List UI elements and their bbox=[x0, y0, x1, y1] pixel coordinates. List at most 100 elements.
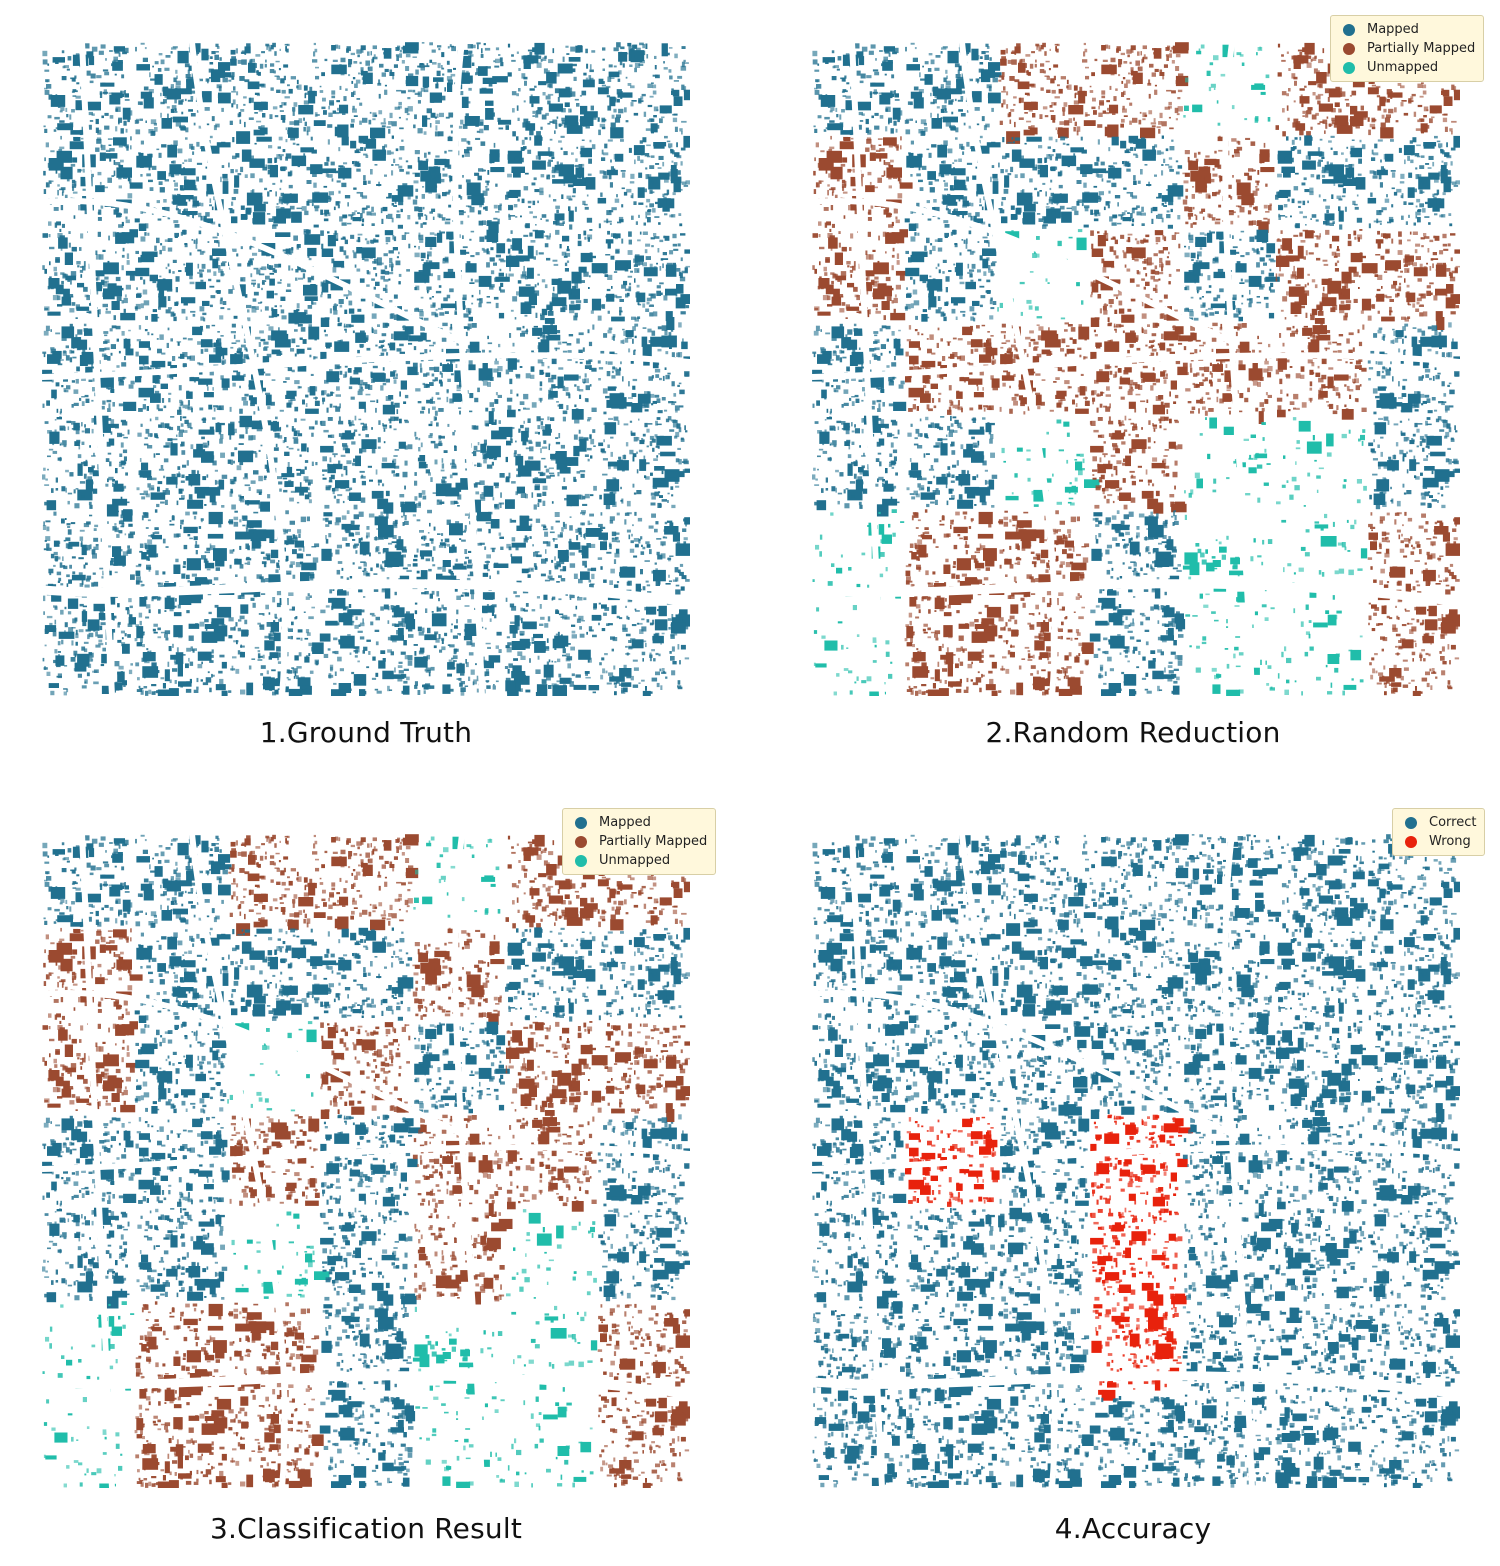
map-tile-mapped bbox=[42, 43, 133, 136]
map-tile-correct bbox=[1274, 1395, 1371, 1488]
map-tile-mapped bbox=[42, 509, 135, 609]
legend-classification-result: Mapped Partially Mapped Unmapped bbox=[562, 808, 717, 875]
map-tile-correct bbox=[812, 835, 903, 928]
map-tile-mapped bbox=[414, 1021, 510, 1115]
map-tile-unmapped bbox=[1277, 604, 1364, 696]
map-canvas bbox=[42, 42, 690, 696]
legend-item-mapped: Mapped bbox=[569, 813, 707, 832]
map-tile-partially-mapped bbox=[1089, 42, 1189, 139]
map-tile-mapped bbox=[598, 1208, 690, 1302]
mapped-marker-icon bbox=[575, 816, 587, 829]
map-tile-partially-mapped bbox=[1275, 322, 1367, 420]
map-canvas bbox=[812, 42, 1460, 696]
map-tile-mapped bbox=[1090, 135, 1184, 229]
map-tile-mapped bbox=[228, 42, 326, 144]
map-tile-mapped bbox=[42, 835, 133, 928]
map-tile-correct bbox=[1368, 1208, 1460, 1302]
map-tile-partially-mapped bbox=[505, 1114, 597, 1212]
mapped-marker-icon bbox=[1343, 23, 1355, 36]
map-tile-mapped bbox=[505, 927, 596, 1022]
map-tile-mapped bbox=[597, 927, 690, 1021]
map-tile-mapped bbox=[136, 415, 228, 509]
map-tile-correct bbox=[1275, 834, 1368, 929]
map-tile-correct bbox=[1089, 1396, 1186, 1488]
legend-item-correct: Correct bbox=[1399, 813, 1476, 832]
map-tile-partially-mapped bbox=[228, 1394, 324, 1488]
map-tile-mapped bbox=[1367, 135, 1460, 229]
map-tile-mapped bbox=[505, 135, 596, 230]
map-canvas bbox=[42, 834, 690, 1488]
map-tile-correct bbox=[1090, 927, 1184, 1021]
map-random-reduction bbox=[812, 42, 1460, 696]
map-tile-correct bbox=[1368, 1394, 1460, 1488]
map-tile-mapped bbox=[998, 136, 1099, 229]
map-tile-mapped bbox=[414, 229, 510, 323]
map-tile-mapped bbox=[1275, 135, 1366, 230]
road-network bbox=[42, 42, 690, 696]
map-tile-mapped bbox=[227, 415, 318, 512]
map-tile-mapped bbox=[812, 415, 900, 517]
map-tile-mapped bbox=[320, 322, 423, 415]
map-tile-correct bbox=[1275, 1021, 1378, 1116]
map-tile-mapped bbox=[321, 510, 412, 609]
map-tile-unmapped bbox=[1001, 418, 1100, 507]
map-tile-wrong bbox=[1089, 1207, 1187, 1306]
caption-ground-truth: 1.Ground Truth bbox=[16, 716, 716, 749]
map-tile-mapped bbox=[319, 415, 417, 514]
map-tile-mapped bbox=[42, 1207, 130, 1309]
map-tile-mapped bbox=[906, 415, 998, 509]
map-tile-unmapped bbox=[1185, 604, 1275, 696]
map-tile-mapped bbox=[597, 322, 690, 415]
legend-label: Mapped bbox=[1367, 22, 1419, 37]
map-tile-partially-mapped bbox=[1089, 415, 1187, 514]
map-tile-correct bbox=[904, 1396, 1002, 1488]
map-tile-mapped bbox=[812, 323, 907, 415]
map-tile-correct bbox=[1275, 927, 1366, 1022]
legend-accuracy: Correct Wrong bbox=[1392, 808, 1486, 856]
legend-label: Unmapped bbox=[599, 853, 670, 868]
map-tile-partially-mapped bbox=[998, 602, 1094, 696]
map-tile-unmapped bbox=[506, 1209, 597, 1299]
map-tile-unmapped bbox=[415, 1396, 505, 1488]
map-tile-correct bbox=[1275, 1302, 1372, 1394]
partially-mapped-marker-icon bbox=[1343, 42, 1355, 55]
map-tile-mapped bbox=[320, 1114, 423, 1207]
map-tile-mapped bbox=[319, 42, 419, 139]
map-tile-partially-mapped bbox=[414, 1208, 513, 1305]
map-tile-partially-mapped bbox=[412, 927, 505, 1025]
map-tile-mapped bbox=[319, 1396, 416, 1488]
map-tile-partially-mapped bbox=[998, 42, 1096, 144]
map-tile-unmapped bbox=[1281, 513, 1368, 600]
road-network bbox=[812, 834, 1460, 1488]
legend-label: Unmapped bbox=[1367, 60, 1438, 75]
map-tile-correct bbox=[1367, 1022, 1460, 1122]
map-tile-correct bbox=[904, 834, 1002, 928]
map-tile-mapped bbox=[42, 415, 130, 517]
map-tile-partially-mapped bbox=[1367, 230, 1460, 330]
map-tile-mapped bbox=[598, 602, 690, 696]
map-tile-partially-mapped bbox=[42, 1020, 138, 1113]
map-ground-truth bbox=[42, 42, 690, 696]
map-tile-mapped bbox=[505, 322, 597, 420]
map-tile-partially-mapped bbox=[319, 834, 419, 931]
legend-label: Correct bbox=[1429, 815, 1476, 830]
map-tile-mapped bbox=[228, 602, 324, 696]
map-tile-correct bbox=[1089, 834, 1189, 931]
map-tile-mapped bbox=[42, 228, 138, 321]
map-tile-mapped bbox=[134, 1021, 227, 1114]
map-tile-mapped bbox=[505, 42, 598, 137]
map-tile-partially-mapped bbox=[813, 135, 913, 228]
map-tile-correct bbox=[812, 1020, 908, 1113]
unmapped-marker-icon bbox=[1343, 61, 1355, 74]
map-tile-correct bbox=[1182, 834, 1282, 929]
legend-random-reduction: Mapped Partially Mapped Unmapped bbox=[1330, 15, 1485, 82]
map-tile-partially-mapped bbox=[412, 1114, 506, 1216]
map-tile-partially-mapped bbox=[135, 1301, 235, 1402]
map-tile-mapped bbox=[1368, 416, 1460, 510]
map-tile-correct bbox=[1275, 1208, 1367, 1302]
map-tile-mapped bbox=[228, 928, 329, 1021]
map-tile-unmapped bbox=[1276, 417, 1367, 507]
map-tile-unmapped bbox=[1182, 514, 1273, 603]
map-tile-mapped bbox=[319, 1207, 417, 1306]
map-tile-mapped bbox=[904, 229, 997, 322]
